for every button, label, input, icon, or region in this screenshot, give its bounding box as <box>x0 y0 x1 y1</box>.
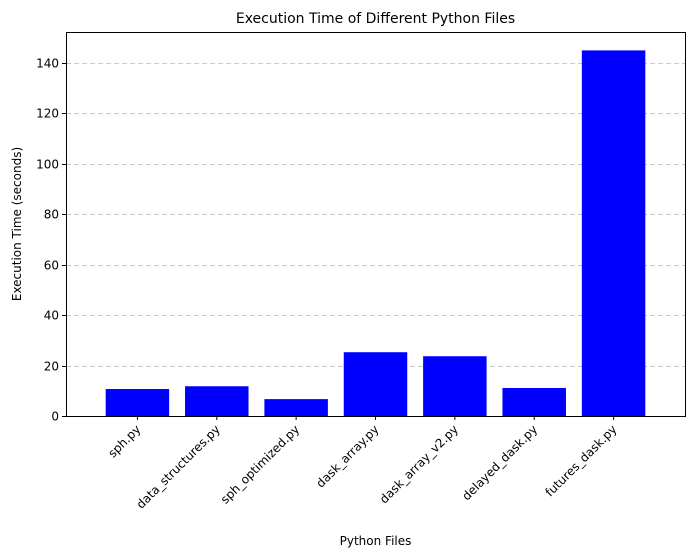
bar-dask-array-v2-py <box>423 356 487 416</box>
y-tick-label: 140 <box>36 57 59 71</box>
y-tick-label: 60 <box>44 259 59 273</box>
y-tick-label: 20 <box>44 360 59 374</box>
bar-sph-optimized-py <box>264 399 328 416</box>
y-axis-label: Execution Time (seconds) <box>10 147 24 301</box>
y-tick-label: 40 <box>44 309 59 323</box>
bar-futures-dask-py <box>581 50 646 417</box>
bars-layer <box>105 50 646 417</box>
x-tick-label: data_structures.py <box>134 422 223 511</box>
x-tick-label: sph.py <box>105 422 143 460</box>
y-tick-label: 120 <box>36 107 59 121</box>
x-tick-label: futures_dask.py <box>543 422 620 499</box>
x-tick-label: dask_array.py <box>313 422 381 490</box>
bar-sph-py <box>105 389 170 416</box>
y-tick-label: 80 <box>44 208 59 222</box>
bar-data-structures-py <box>185 386 249 416</box>
bar-dask-array-py <box>343 352 408 416</box>
x-axis-label: Python Files <box>340 534 412 548</box>
y-axis: 0 20 40 60 80 100 120 140 <box>36 57 66 424</box>
x-axis: sph.pydata_structures.pysph_optimized.py… <box>105 416 620 512</box>
y-tick-label: 100 <box>36 158 59 172</box>
x-tick-label: dask_array_v2.py <box>377 422 461 506</box>
bar-delayed-dask-py <box>502 388 566 416</box>
chart-title: Execution Time of Different Python Files <box>236 11 515 27</box>
x-tick-label: delayed_dask.py <box>459 422 540 503</box>
x-tick-label: sph_optimized.py <box>218 422 302 506</box>
y-tick-label: 0 <box>51 410 59 424</box>
